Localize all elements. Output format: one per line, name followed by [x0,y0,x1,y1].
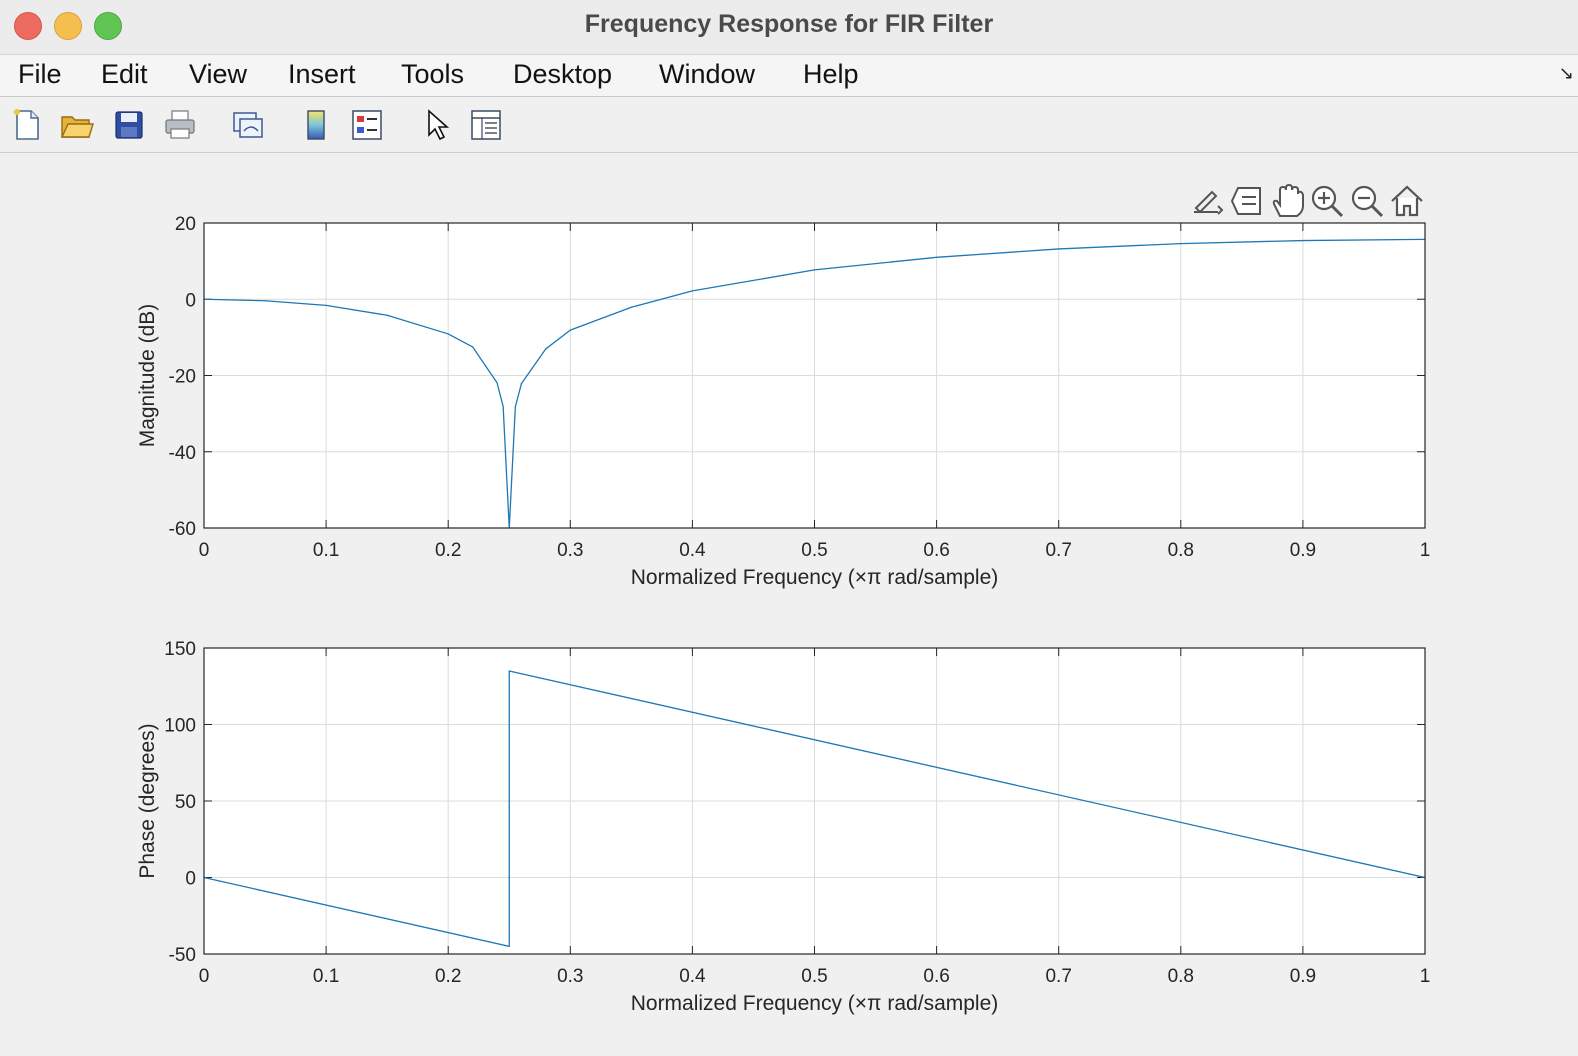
print-icon[interactable] [162,107,198,143]
x-tick-label: 0.1 [313,540,339,561]
data-point [1180,242,1182,245]
x-tick-label: 0.4 [679,966,706,987]
x-tick-label: 0.5 [801,540,827,561]
y-tick-label: 0 [185,869,196,890]
data-point [545,348,547,350]
y-axis-label: Phase (degrees) [136,723,159,878]
axes-box [203,647,1426,955]
plot-phase: 0 0.1 0.2 0.3 0.4 0.5 0.6 0.7 0.8 0.9 1-5005010015… [136,639,1430,1015]
x-tick-label: 0.1 [313,966,339,987]
x-tick-label: 0.4 [679,540,706,561]
save-icon[interactable] [111,107,147,143]
data-point [496,382,498,384]
y-tick-label: -60 [169,519,196,540]
data-point [813,269,816,271]
pointer-icon[interactable] [419,107,455,143]
x-tick-label: 0.9 [1290,540,1316,561]
figure-toolbar [0,97,1578,153]
x-tick-label: 0.3 [557,966,583,987]
menu-view[interactable]: View [189,59,248,89]
zoom-out-icon[interactable] [1348,182,1386,220]
pan-icon[interactable] [1268,182,1306,220]
property-inspector-icon[interactable] [468,107,504,143]
data-point [447,333,449,335]
x-tick-label: 1 [1420,966,1431,987]
data-point [514,406,516,408]
data-point [520,382,523,385]
y-tick-label: 0 [185,290,196,311]
data-point [936,256,938,258]
data-point [472,346,474,348]
data-point [1302,239,1304,242]
x-axis-label: Normalized Frequency (×π rad/sample) [631,992,999,1015]
open-file-icon[interactable] [59,107,95,143]
y-tick-label: 150 [164,639,196,660]
x-tick-label: 0.3 [557,540,583,561]
data-point [691,290,694,292]
dock-arrow-icon[interactable]: ↘ [1558,63,1574,83]
x-tick-label: 0.7 [1045,966,1071,987]
export-icon[interactable] [1188,182,1226,220]
x-tick-label: 0.6 [923,540,949,561]
y-tick-label: 100 [164,716,196,737]
plot-magnitude: 0 0.1 0.2 0.3 0.4 0.5 0.6 0.7 0.8 0.9 1 -60 -40 -20 0 2… [136,214,1430,589]
zoom-window-button[interactable] [94,12,122,40]
menu-desktop[interactable]: Desktop [513,59,613,89]
figure-canvas: 0 0.1 0.2 0.3 0.4 0.5 0.6 0.7 0.8 0.9 1 -60 -40 -20 0 2… [136,214,1430,1015]
x-tick-label: 0.9 [1290,966,1316,987]
x-tick-label: 0.5 [801,966,827,987]
title-bar: Frequency Response for FIR Filter [0,0,1578,55]
x-tick-label: 0 [199,540,210,561]
close-window-button[interactable] [14,12,42,40]
data-point [569,329,571,331]
x-tick-label: 0.8 [1168,966,1194,987]
x-tick-label: 0.2 [435,540,461,561]
menu-file[interactable]: File [18,59,62,89]
data-point [630,306,632,308]
colorbar-icon[interactable] [298,107,334,143]
y-tick-label: -50 [169,945,196,966]
data-point [502,405,504,407]
home-icon[interactable] [1388,182,1426,220]
menu-bar: File Edit View Insert Tools Desktop Wind… [0,55,1578,97]
data-point [325,304,327,306]
menu-window[interactable]: Window [659,59,756,89]
data-point [508,670,510,672]
y-tick-label: -40 [169,443,196,464]
menu-tools[interactable]: Tools [401,59,465,89]
window-title: Frequency Response for FIR Filter [584,10,994,38]
x-tick-label: 0.7 [1045,540,1071,561]
data-point [264,300,266,302]
x-axis-label: Normalized Frequency (×π rad/sample) [631,566,999,589]
y-tick-label: 20 [175,214,196,235]
data-point [386,314,388,316]
menu-edit[interactable]: Edit [101,59,148,89]
menu-insert[interactable]: Insert [288,59,356,89]
menu-help[interactable]: Help [803,59,859,89]
x-tick-label: 0.8 [1168,540,1194,561]
link-plot-icon[interactable] [230,107,266,143]
minimize-window-button[interactable] [54,12,82,40]
y-tick-label: -20 [169,367,196,388]
x-tick-label: 0.6 [923,966,949,987]
x-tick-label: 0.2 [435,966,461,987]
x-tick-label: 1 [1420,540,1431,561]
y-axis-label: Magnitude (dB) [136,304,159,448]
data-point [508,945,510,947]
axes-box [203,222,1426,529]
zoom-in-icon[interactable] [1308,182,1346,220]
x-tick-label: 0 [199,966,210,987]
data-point [1058,248,1060,250]
series-line[interactable] [203,670,1426,947]
legend-icon[interactable] [349,107,385,143]
new-figure-icon[interactable] [9,107,45,143]
y-tick-label: 50 [175,792,196,813]
data-tips-icon[interactable] [1228,182,1266,220]
